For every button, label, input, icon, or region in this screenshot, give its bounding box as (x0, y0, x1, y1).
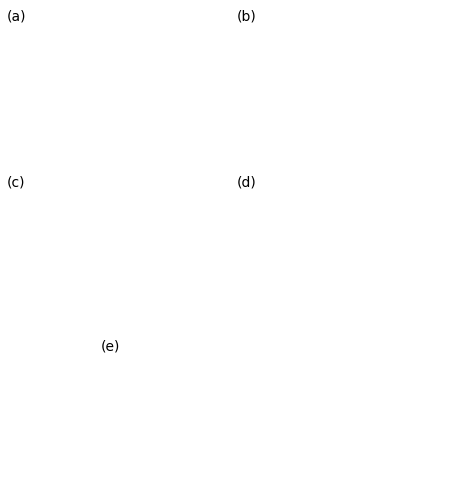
Text: (b): (b) (237, 10, 257, 24)
Text: (a): (a) (7, 10, 27, 24)
Text: (e): (e) (100, 340, 120, 354)
Text: (d): (d) (237, 176, 257, 190)
Text: (c): (c) (7, 176, 25, 190)
